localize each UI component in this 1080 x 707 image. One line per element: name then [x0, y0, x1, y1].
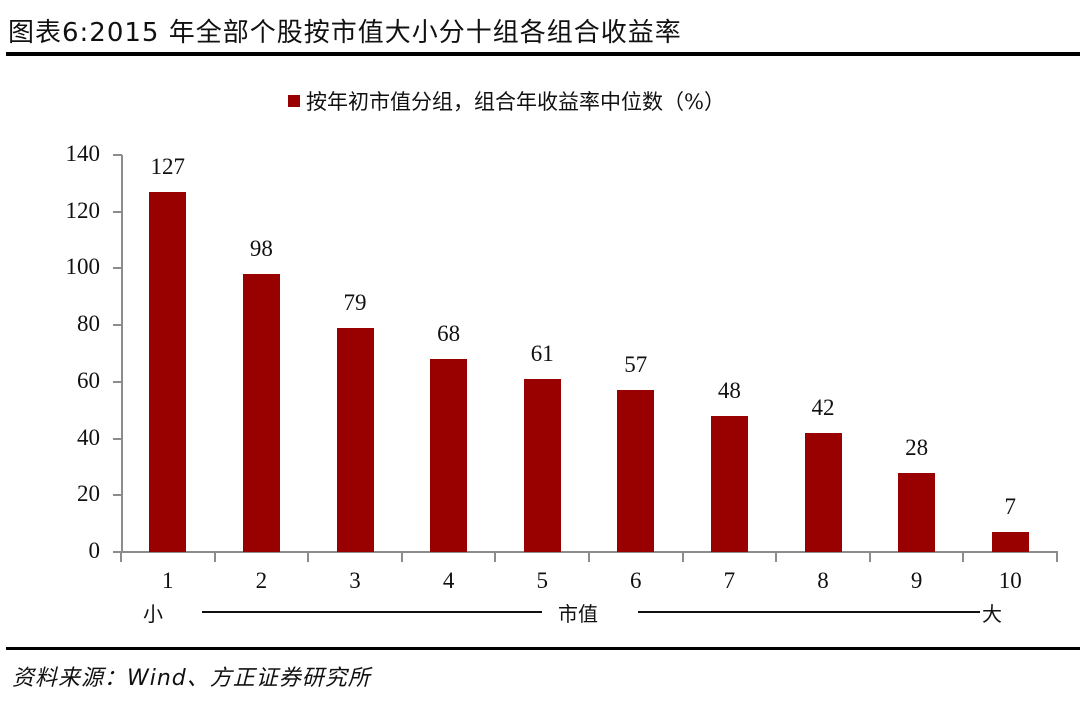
x-tick — [868, 552, 871, 562]
y-axis — [121, 155, 123, 553]
bar-value-label: 7 — [1004, 494, 1016, 520]
bar-value-label: 42 — [811, 394, 835, 420]
y-tick-label: 40 — [77, 424, 100, 450]
bar-group-3 — [336, 327, 374, 552]
y-tick — [113, 437, 122, 440]
scale-line-right — [638, 611, 980, 613]
y-tick — [113, 267, 122, 270]
bar-value-label: 28 — [905, 434, 929, 460]
x-tick — [494, 552, 497, 562]
y-tick — [113, 210, 122, 213]
x-tick — [307, 552, 310, 562]
y-tick-label: 120 — [65, 197, 101, 223]
bar-group-1 — [149, 191, 187, 552]
y-tick — [113, 154, 122, 156]
title-divider — [6, 52, 1080, 56]
bar-value-label: 98 — [249, 236, 273, 262]
bar-group-6 — [617, 390, 655, 552]
x-tick — [588, 552, 590, 562]
y-tick — [113, 380, 122, 383]
x-tick-label: 4 — [442, 568, 455, 593]
y-tick — [113, 551, 122, 553]
source-note: 资料来源：Wind、方正证券研究所 — [12, 666, 371, 691]
x-tick-label: 10 — [998, 568, 1022, 593]
x-tick-label: 9 — [910, 568, 923, 593]
bar-group-8 — [804, 432, 842, 552]
bar-group-2 — [242, 274, 280, 552]
market-cap-scale: 小 市值 大 — [0, 598, 1080, 628]
y-tick-label: 80 — [77, 311, 100, 337]
x-tick — [120, 552, 122, 562]
x-tick-label: 7 — [723, 568, 736, 593]
y-tick-label: 60 — [77, 367, 100, 393]
bar-group-9 — [898, 472, 936, 552]
x-tick-label: 5 — [536, 568, 548, 593]
x-tick — [962, 552, 965, 562]
x-tick-label: 2 — [255, 568, 268, 593]
scale-mid-label: 市值 — [558, 602, 598, 626]
bar-group-7 — [710, 415, 748, 552]
scale-line-left — [202, 611, 542, 613]
y-tick-label: 20 — [77, 481, 100, 507]
x-tick — [681, 552, 684, 562]
y-tick — [113, 324, 122, 327]
y-tick-label: 100 — [65, 254, 101, 280]
x-tick — [213, 552, 216, 562]
bar-value-label: 48 — [717, 377, 741, 403]
scale-large-label: 大 — [982, 602, 1002, 626]
x-tick — [400, 552, 403, 562]
bar-value-label: 61 — [530, 341, 554, 367]
x-tick — [775, 552, 778, 562]
bar-group-4 — [430, 359, 468, 552]
x-tick — [1056, 552, 1058, 562]
source-divider — [6, 647, 1080, 650]
scale-small-label: 小 — [143, 602, 163, 626]
x-tick-label: 6 — [630, 568, 642, 593]
y-tick-label: 140 — [65, 141, 101, 166]
x-tick-label: 3 — [349, 568, 361, 593]
figure-title: 图表6:2015 年全部个股按市值大小分十组各组合收益率 — [8, 18, 682, 48]
y-tick — [113, 494, 122, 497]
legend-label: 按年初市值分组，组合年收益率中位数（%） — [306, 90, 725, 114]
bar-value-label: 79 — [343, 289, 367, 315]
y-tick-label: 0 — [88, 538, 101, 563]
bar-value-label: 57 — [624, 352, 648, 378]
bar-group-10 — [991, 532, 1029, 552]
x-tick-label: 1 — [162, 568, 174, 593]
x-tick-label: 8 — [817, 568, 829, 593]
bar-value-label: 68 — [437, 321, 461, 347]
bar-group-5 — [523, 379, 561, 552]
chart-legend: 按年初市值分组，组合年收益率中位数（%） — [288, 86, 725, 116]
bar-value-label: 127 — [150, 153, 186, 179]
legend-swatch — [288, 95, 300, 107]
x-axis — [113, 551, 1058, 553]
bar-chart: 0 20 40 60 80 100 120 140 127 1 98 2 79 3 68 4 61 5 57 6 48 7… — [65, 141, 1058, 593]
